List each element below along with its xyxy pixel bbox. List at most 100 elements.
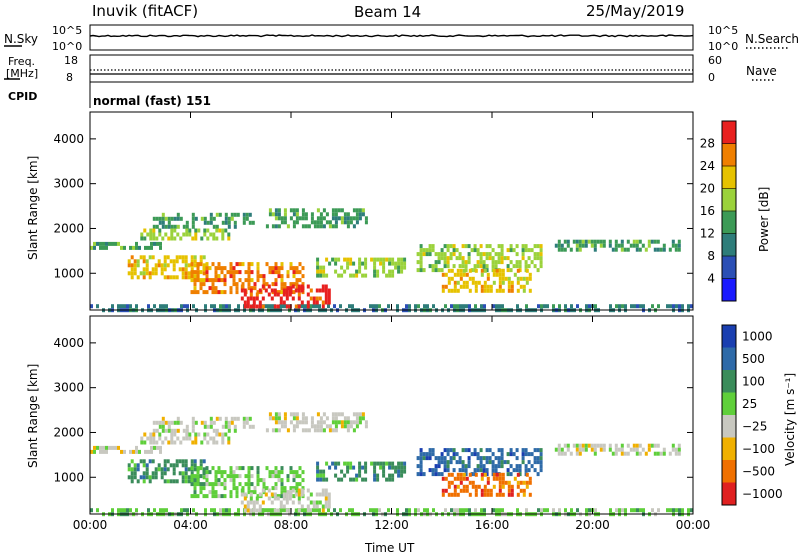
freq-trace [90, 69, 693, 75]
power-panel-frame [89, 111, 694, 311]
search-tick-top: 10^5 [708, 24, 739, 37]
velocity-region-2 [140, 432, 231, 445]
velocity-colorbar-swatch [722, 325, 736, 348]
station-title: Inuvik (fitACF) [92, 2, 199, 20]
velocity-colorbar-swatch [722, 392, 736, 416]
velocity-colorbar-swatch [722, 482, 736, 506]
velocity-ytick-label: 4000 [53, 336, 84, 350]
velocity-region-4 [90, 445, 162, 454]
power-colorbar-label-tick: 20 [700, 182, 715, 196]
power-region-9 [416, 244, 543, 273]
freq-tick-bottom: 8 [66, 71, 73, 84]
power-ytick-label: 1000 [53, 266, 84, 280]
velocity-region-9 [416, 448, 543, 477]
sky-trace [89, 34, 694, 38]
power-region-7 [240, 284, 331, 309]
x-tick-label: 20:00 [575, 518, 610, 532]
search-label: N.Search [745, 32, 800, 46]
sky-panel-frame [89, 24, 694, 51]
velocity-colorbar-swatch [722, 460, 736, 483]
velocity-panel-frame [89, 315, 694, 515]
power-colorbar-swatch [722, 256, 736, 279]
power-colorbar-swatch [722, 211, 736, 234]
freq-tick-top: 18 [64, 54, 78, 67]
power-colorbar-label-tick: 16 [700, 204, 715, 218]
power-ytick-label: 3000 [53, 177, 84, 191]
freq-unit: [MHz] [6, 67, 39, 80]
power-region-4 [90, 241, 162, 250]
nave-label: Nave [746, 64, 777, 78]
velocity-colorbar-frame [721, 324, 737, 506]
velocity-colorbar-label-tick: 500 [742, 352, 765, 366]
power-colorbar: 4 8 12 16 20 24 28 [700, 120, 737, 302]
x-tick-label: 00:00 [676, 518, 711, 532]
date-title: 25/May/2019 [586, 2, 685, 20]
power-colorbar-label-tick: 24 [700, 159, 715, 173]
sky-tick-top: 10^5 [52, 24, 83, 37]
power-colorbar-label-tick: 8 [707, 249, 715, 263]
power-colorbar-frame [721, 120, 737, 302]
sky-count-line [89, 34, 694, 38]
velocity-colorbar: 1000 500 100 25 −25 −100 −500 −1000 [721, 324, 783, 506]
sky-tick-bottom: 10^0 [52, 40, 83, 53]
power-region-11 [554, 239, 681, 252]
power-colorbar-swatch [722, 143, 736, 167]
power-colorbar-swatch [722, 233, 736, 257]
velocity-colorbar-swatch [722, 347, 736, 371]
x-tick-label: 16:00 [475, 518, 510, 532]
velocity-axes: 00:00 04:00 08:00 12:00 16:00 20:00 00:00 1000 2… [53, 316, 710, 532]
power-region-8 [316, 257, 407, 278]
power-colorbar-label-tick: 4 [707, 272, 715, 286]
x-tick-label: 08:00 [274, 518, 309, 532]
nave-tick-top: 60 [708, 54, 722, 67]
power-region-2 [140, 228, 231, 241]
power-axes: 1000 2000 3000 4000 [53, 112, 694, 310]
beam-title: Beam 14 [354, 3, 422, 21]
nave-tick-bottom: 0 [708, 71, 715, 84]
power-region-10 [441, 268, 532, 293]
cpid-label: CPID [8, 90, 38, 103]
power-colorbar-swatch [722, 166, 736, 189]
velocity-region-11 [554, 443, 681, 456]
velocity-colorbar-label-tick: −500 [742, 464, 775, 478]
freq-label: Freq. [8, 55, 36, 68]
velocity-colorbar-label-tick: 100 [742, 374, 765, 388]
power-colorbar-swatch [722, 278, 736, 302]
power-ytick-label: 4000 [53, 132, 84, 146]
power-colorbar-swatch [722, 121, 736, 144]
velocity-ytick-label: 1000 [53, 470, 84, 484]
velocity-region-3 [265, 412, 368, 433]
power-colorbar-label-tick: 12 [700, 227, 715, 241]
velocity-region-7 [240, 488, 331, 513]
power-heatmap [90, 208, 693, 313]
velocity-heatmap [90, 412, 693, 517]
sky-label: N.Sky [4, 32, 39, 46]
velocity-colorbar-swatch [722, 437, 736, 461]
velocity-colorbar-label-tick: −100 [742, 442, 775, 456]
search-tick-bottom: 10^0 [708, 40, 739, 53]
velocity-colorbar-label-tick: −1000 [742, 487, 783, 501]
x-axis-label: Time UT [365, 541, 415, 555]
velocity-region-10 [441, 472, 532, 497]
velocity-colorbar-swatch [722, 370, 736, 393]
velocity-colorbar-label-tick: 1000 [742, 329, 773, 343]
freq-panel-frame [89, 54, 694, 83]
velocity-region-8 [316, 461, 407, 482]
cpid-value: normal (fast) 151 [93, 94, 211, 108]
velocity-ytick-label: 2000 [53, 425, 84, 439]
power-colorbar-swatch [722, 188, 736, 212]
power-colorbar-label-tick: 28 [700, 137, 715, 151]
velocity-ytick-label: 3000 [53, 381, 84, 395]
x-tick-label: 00:00 [73, 518, 108, 532]
power-region-3 [265, 208, 368, 229]
velocity-region-5 [127, 459, 206, 484]
x-tick-label: 04:00 [173, 518, 208, 532]
power-region-1 [152, 212, 255, 229]
power-region-6 [190, 262, 305, 295]
velocity-colorbar-label-tick: 25 [742, 397, 757, 411]
power-ytick-label: 2000 [53, 221, 84, 235]
velocity-region-1 [152, 416, 255, 433]
velocity-colorbar-label-tick: −25 [742, 419, 767, 433]
x-tick-label: 12:00 [374, 518, 409, 532]
